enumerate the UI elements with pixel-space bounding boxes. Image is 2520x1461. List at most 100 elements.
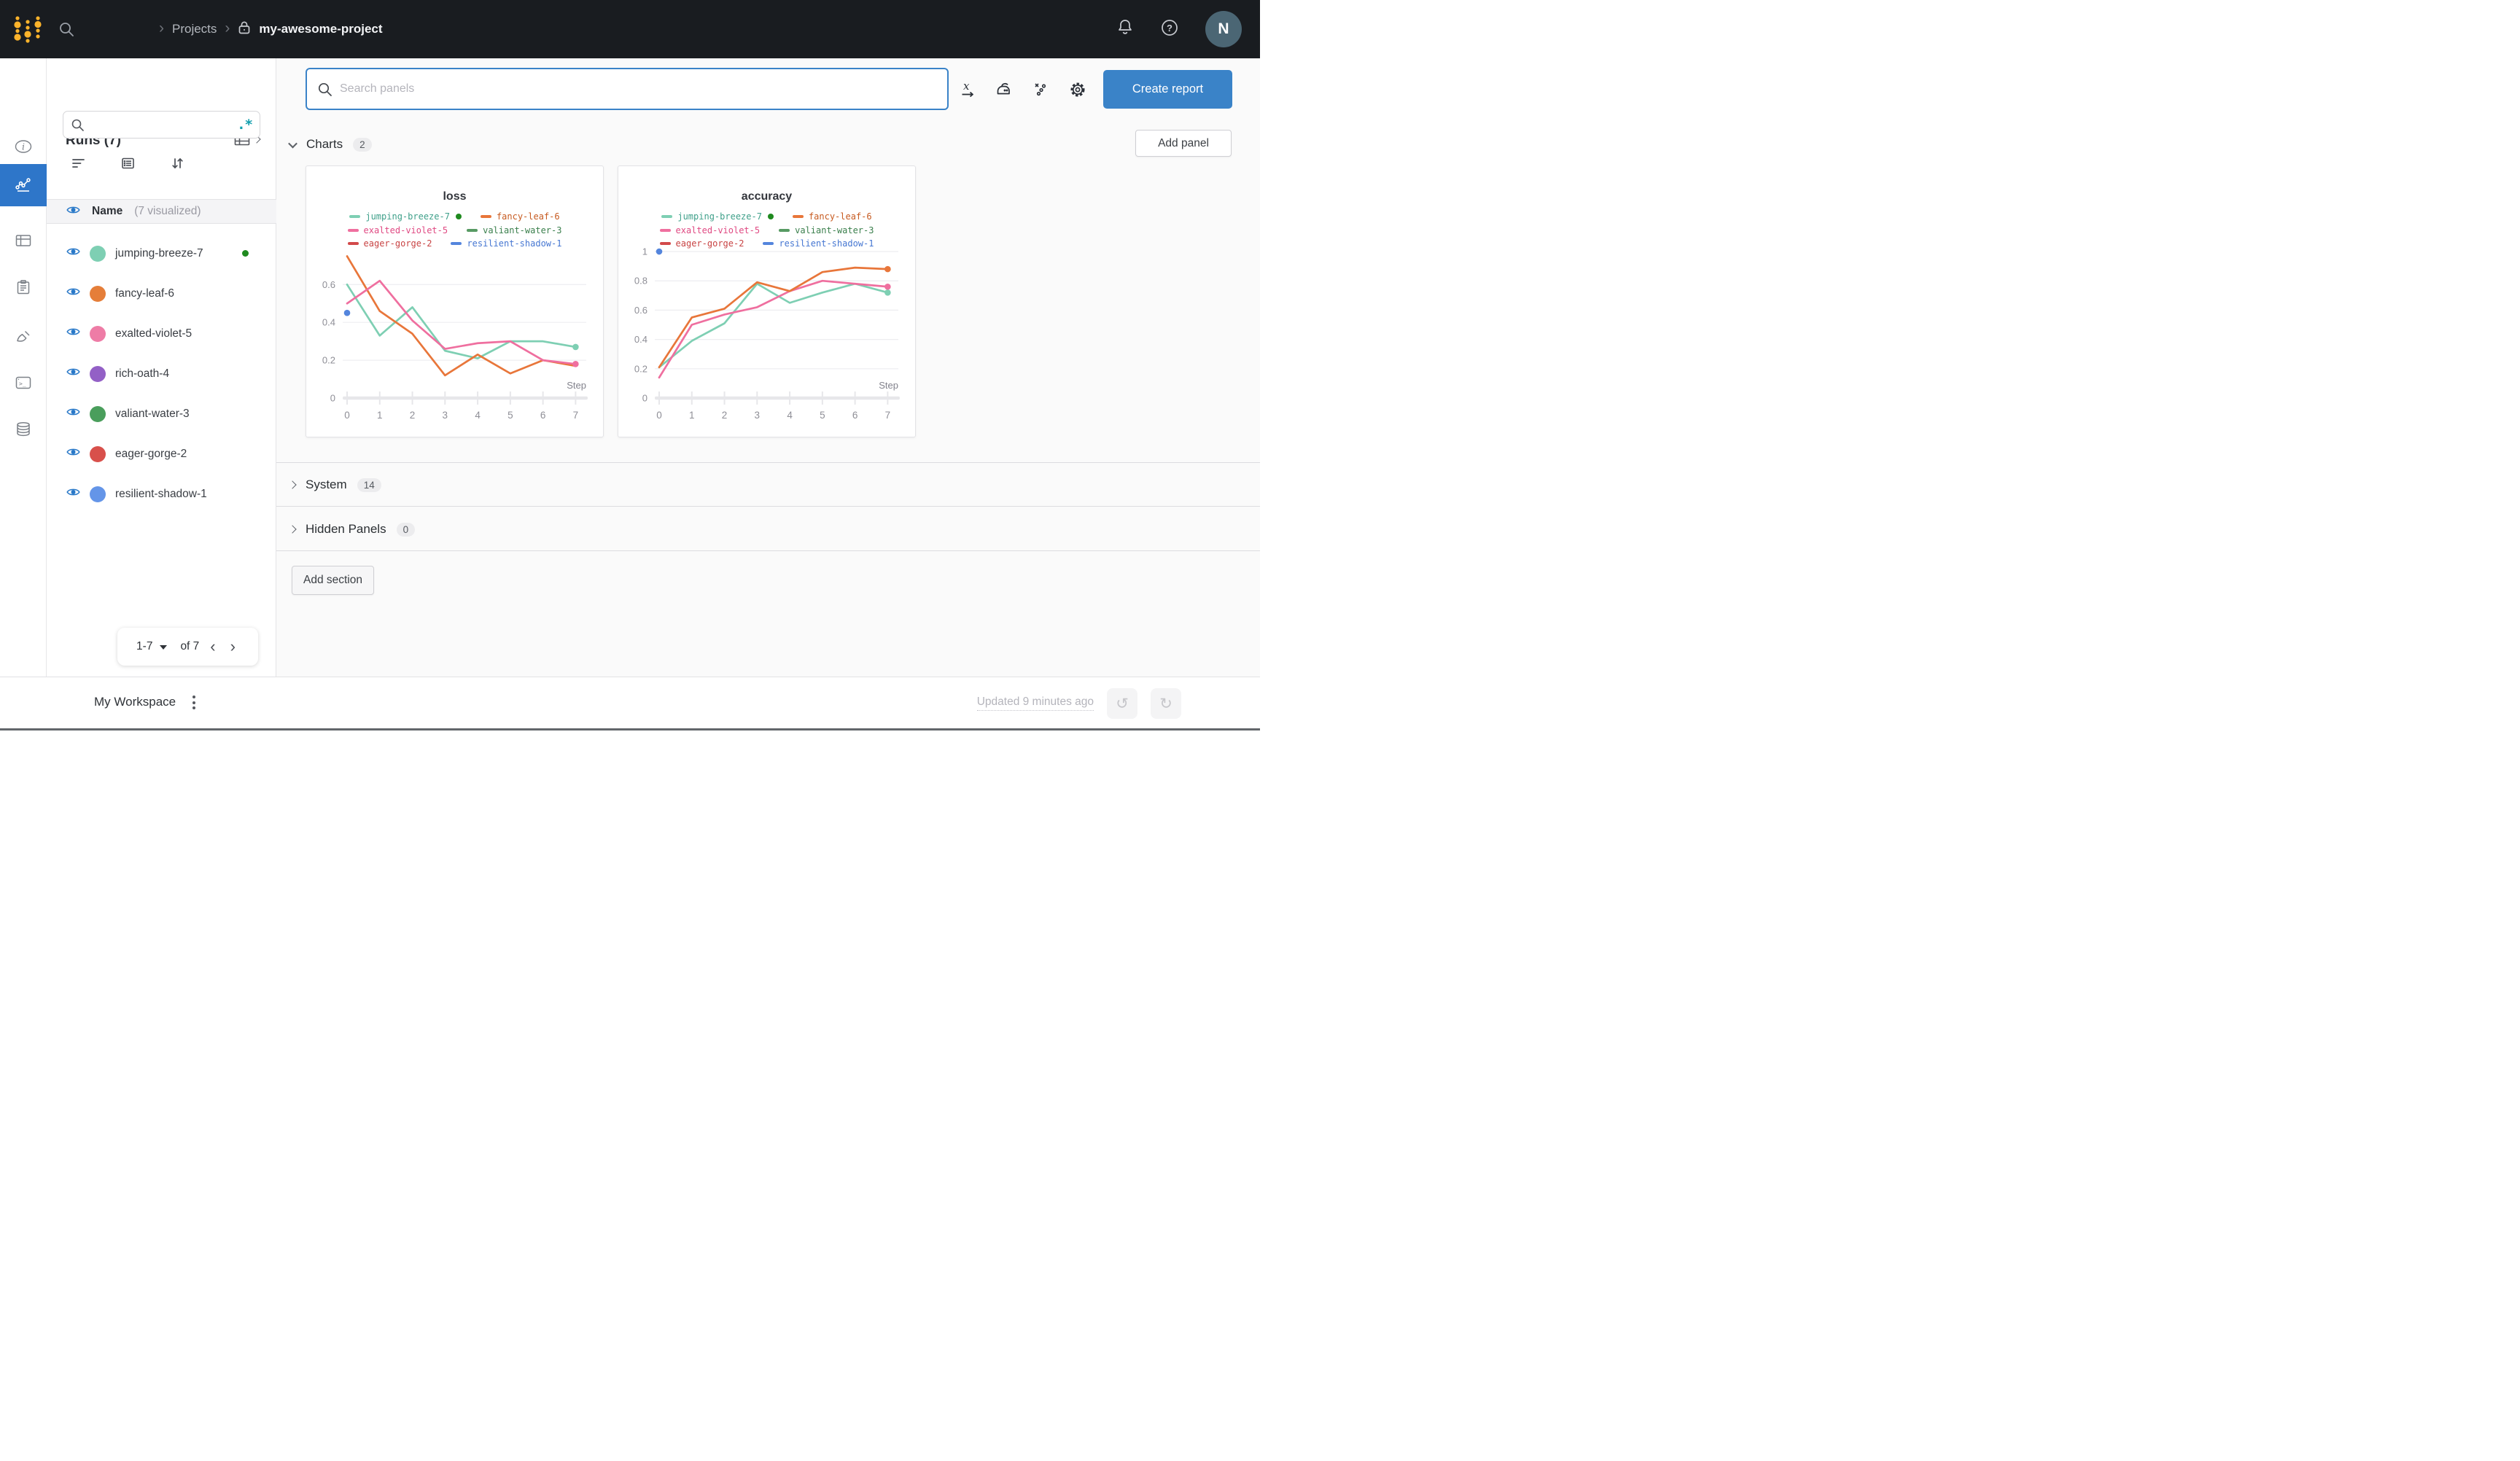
svg-text:0.2: 0.2 — [322, 355, 335, 366]
gear-icon[interactable] — [1069, 81, 1086, 102]
panel-search-input[interactable] — [340, 82, 937, 96]
accuracy-plot: 0 0.2 0.4 0.6 0.8 1 0 1 2 3 4 5 6 7 Step — [634, 246, 900, 421]
run-name[interactable]: eager-gorge-2 — [115, 447, 187, 460]
redo-button[interactable]: ↻ — [1151, 687, 1181, 719]
list-settings-icon[interactable] — [120, 156, 136, 174]
eye-visible-icon[interactable] — [66, 246, 80, 260]
svg-text:0.6: 0.6 — [322, 279, 335, 290]
breadcrumb-project-name[interactable]: my-awesome-project — [259, 22, 383, 36]
workspace-name[interactable]: My Workspace — [94, 695, 176, 709]
terminal-icon[interactable]: >_ — [0, 367, 47, 399]
svg-text:i: i — [22, 141, 25, 152]
logs-clipboard-icon[interactable] — [0, 271, 47, 303]
runs-name-header[interactable]: Name (7 visualized) — [47, 199, 276, 224]
next-page-button[interactable]: › — [230, 637, 236, 655]
x-axis-settings-icon[interactable]: x — [960, 79, 976, 101]
svg-text:1: 1 — [689, 410, 695, 421]
chevron-right-icon — [288, 525, 297, 534]
run-row[interactable]: exalted-violet-5 — [47, 313, 276, 354]
outliers-icon[interactable] — [1032, 81, 1049, 101]
run-color-dot — [90, 325, 106, 342]
sweeps-broom-icon[interactable] — [0, 321, 47, 353]
search-icon[interactable] — [58, 21, 75, 42]
chevron-right-icon: › — [225, 20, 230, 36]
eye-visible-icon[interactable] — [66, 287, 80, 300]
hidden-count-badge: 0 — [396, 522, 416, 537]
eye-visible-icon[interactable] — [66, 407, 80, 421]
panel-accuracy-chart[interactable]: 0 0.2 0.4 0.6 0.8 1 0 1 2 3 4 5 6 7 Step accuracy jumpin… — [618, 165, 916, 437]
svg-text:?: ? — [1167, 23, 1172, 34]
eye-visible-icon[interactable] — [66, 487, 80, 501]
run-color-dot — [90, 285, 106, 302]
artifacts-database-icon[interactable] — [0, 413, 47, 445]
run-color-dot — [90, 405, 106, 422]
help-icon[interactable]: ? — [1160, 18, 1179, 41]
runs-search-input[interactable] — [90, 118, 232, 131]
create-report-button[interactable]: Create report — [1103, 70, 1232, 109]
kebab-menu-icon[interactable] — [191, 694, 197, 711]
regex-toggle-icon[interactable]: .* — [237, 117, 253, 133]
prev-page-button[interactable]: ‹ — [210, 637, 216, 655]
search-icon — [71, 119, 84, 131]
run-color-dot — [90, 486, 106, 502]
run-row[interactable]: valiant-water-3 — [47, 394, 276, 434]
sort-icon[interactable] — [170, 156, 185, 174]
add-section-button[interactable]: Add section — [292, 566, 374, 595]
svg-text:0: 0 — [344, 410, 350, 421]
run-name[interactable]: fancy-leaf-6 — [115, 287, 174, 300]
svg-text:7: 7 — [885, 410, 891, 421]
panel-loss-chart[interactable]: 0 0.2 0.4 0.6 0 1 2 3 4 5 6 7 Step loss jumping-breeze… — [306, 165, 604, 437]
run-name[interactable]: jumping-breeze-7 — [115, 246, 203, 260]
updated-timestamp[interactable]: Updated 9 minutes ago — [976, 696, 1094, 711]
svg-text:0: 0 — [656, 410, 662, 421]
breadcrumb-projects[interactable]: Projects — [172, 22, 217, 36]
runs-sidebar: Runs (7) .* — [47, 58, 276, 677]
wandb-logo-icon[interactable] — [12, 13, 44, 49]
visualized-count-label: (7 visualized) — [134, 205, 201, 217]
section-hidden-label: Hidden Panels — [306, 522, 386, 536]
section-divider — [276, 462, 1260, 463]
filter-icon[interactable] — [71, 156, 86, 174]
bell-icon[interactable] — [1116, 18, 1134, 41]
workspace-main: x Create report Charts 2 Add panel 0 0.2 0… — [276, 58, 1260, 677]
eye-visible-icon[interactable] — [66, 205, 80, 219]
page-range-label[interactable]: 1-7 — [136, 640, 153, 652]
undo-button[interactable]: ↺ — [1107, 687, 1138, 719]
smoothing-iron-icon[interactable] — [995, 81, 1012, 101]
section-charts[interactable]: Charts 2 — [288, 133, 372, 155]
svg-text:Step: Step — [567, 380, 586, 391]
run-row[interactable]: resilient-shadow-1 — [47, 474, 276, 514]
left-nav-rail: i >_ — [0, 58, 47, 677]
svg-text:0: 0 — [330, 393, 335, 404]
section-hidden-panels[interactable]: Hidden Panels 0 — [288, 518, 416, 540]
loss-plot: 0 0.2 0.4 0.6 0 1 2 3 4 5 6 7 Step — [322, 255, 588, 421]
run-list: jumping-breeze-7 fancy-leaf-6 exalted-viol… — [47, 233, 276, 514]
workspace-charts-tab[interactable] — [0, 164, 47, 206]
run-row[interactable]: eager-gorge-2 — [47, 434, 276, 474]
run-name[interactable]: valiant-water-3 — [115, 407, 190, 420]
runs-search-box: .* — [63, 111, 260, 139]
overview-info-icon[interactable]: i — [0, 130, 47, 163]
section-system[interactable]: System 14 — [288, 474, 381, 496]
caret-down-icon[interactable] — [160, 645, 168, 650]
run-row[interactable]: fancy-leaf-6 — [47, 273, 276, 313]
svg-text:0.4: 0.4 — [322, 317, 335, 328]
avatar[interactable]: N — [1205, 11, 1242, 47]
svg-text:4: 4 — [475, 410, 481, 421]
eye-visible-icon[interactable] — [66, 447, 80, 461]
run-color-dot — [90, 365, 106, 382]
svg-text:5: 5 — [820, 410, 825, 421]
run-row[interactable]: rich-oath-4 — [47, 354, 276, 394]
svg-text:7: 7 — [573, 410, 579, 421]
run-name[interactable]: rich-oath-4 — [115, 367, 170, 380]
table-tab-icon[interactable] — [0, 225, 47, 257]
run-row[interactable]: jumping-breeze-7 — [47, 233, 276, 273]
run-name[interactable]: resilient-shadow-1 — [115, 487, 207, 500]
svg-text:0: 0 — [642, 393, 648, 404]
run-name[interactable]: exalted-violet-5 — [115, 327, 192, 340]
add-panel-button[interactable]: Add panel — [1135, 130, 1232, 157]
eye-visible-icon[interactable] — [66, 367, 80, 381]
charts-count-badge: 2 — [353, 137, 372, 152]
eye-visible-icon[interactable] — [66, 327, 80, 340]
svg-text:6: 6 — [852, 410, 858, 421]
